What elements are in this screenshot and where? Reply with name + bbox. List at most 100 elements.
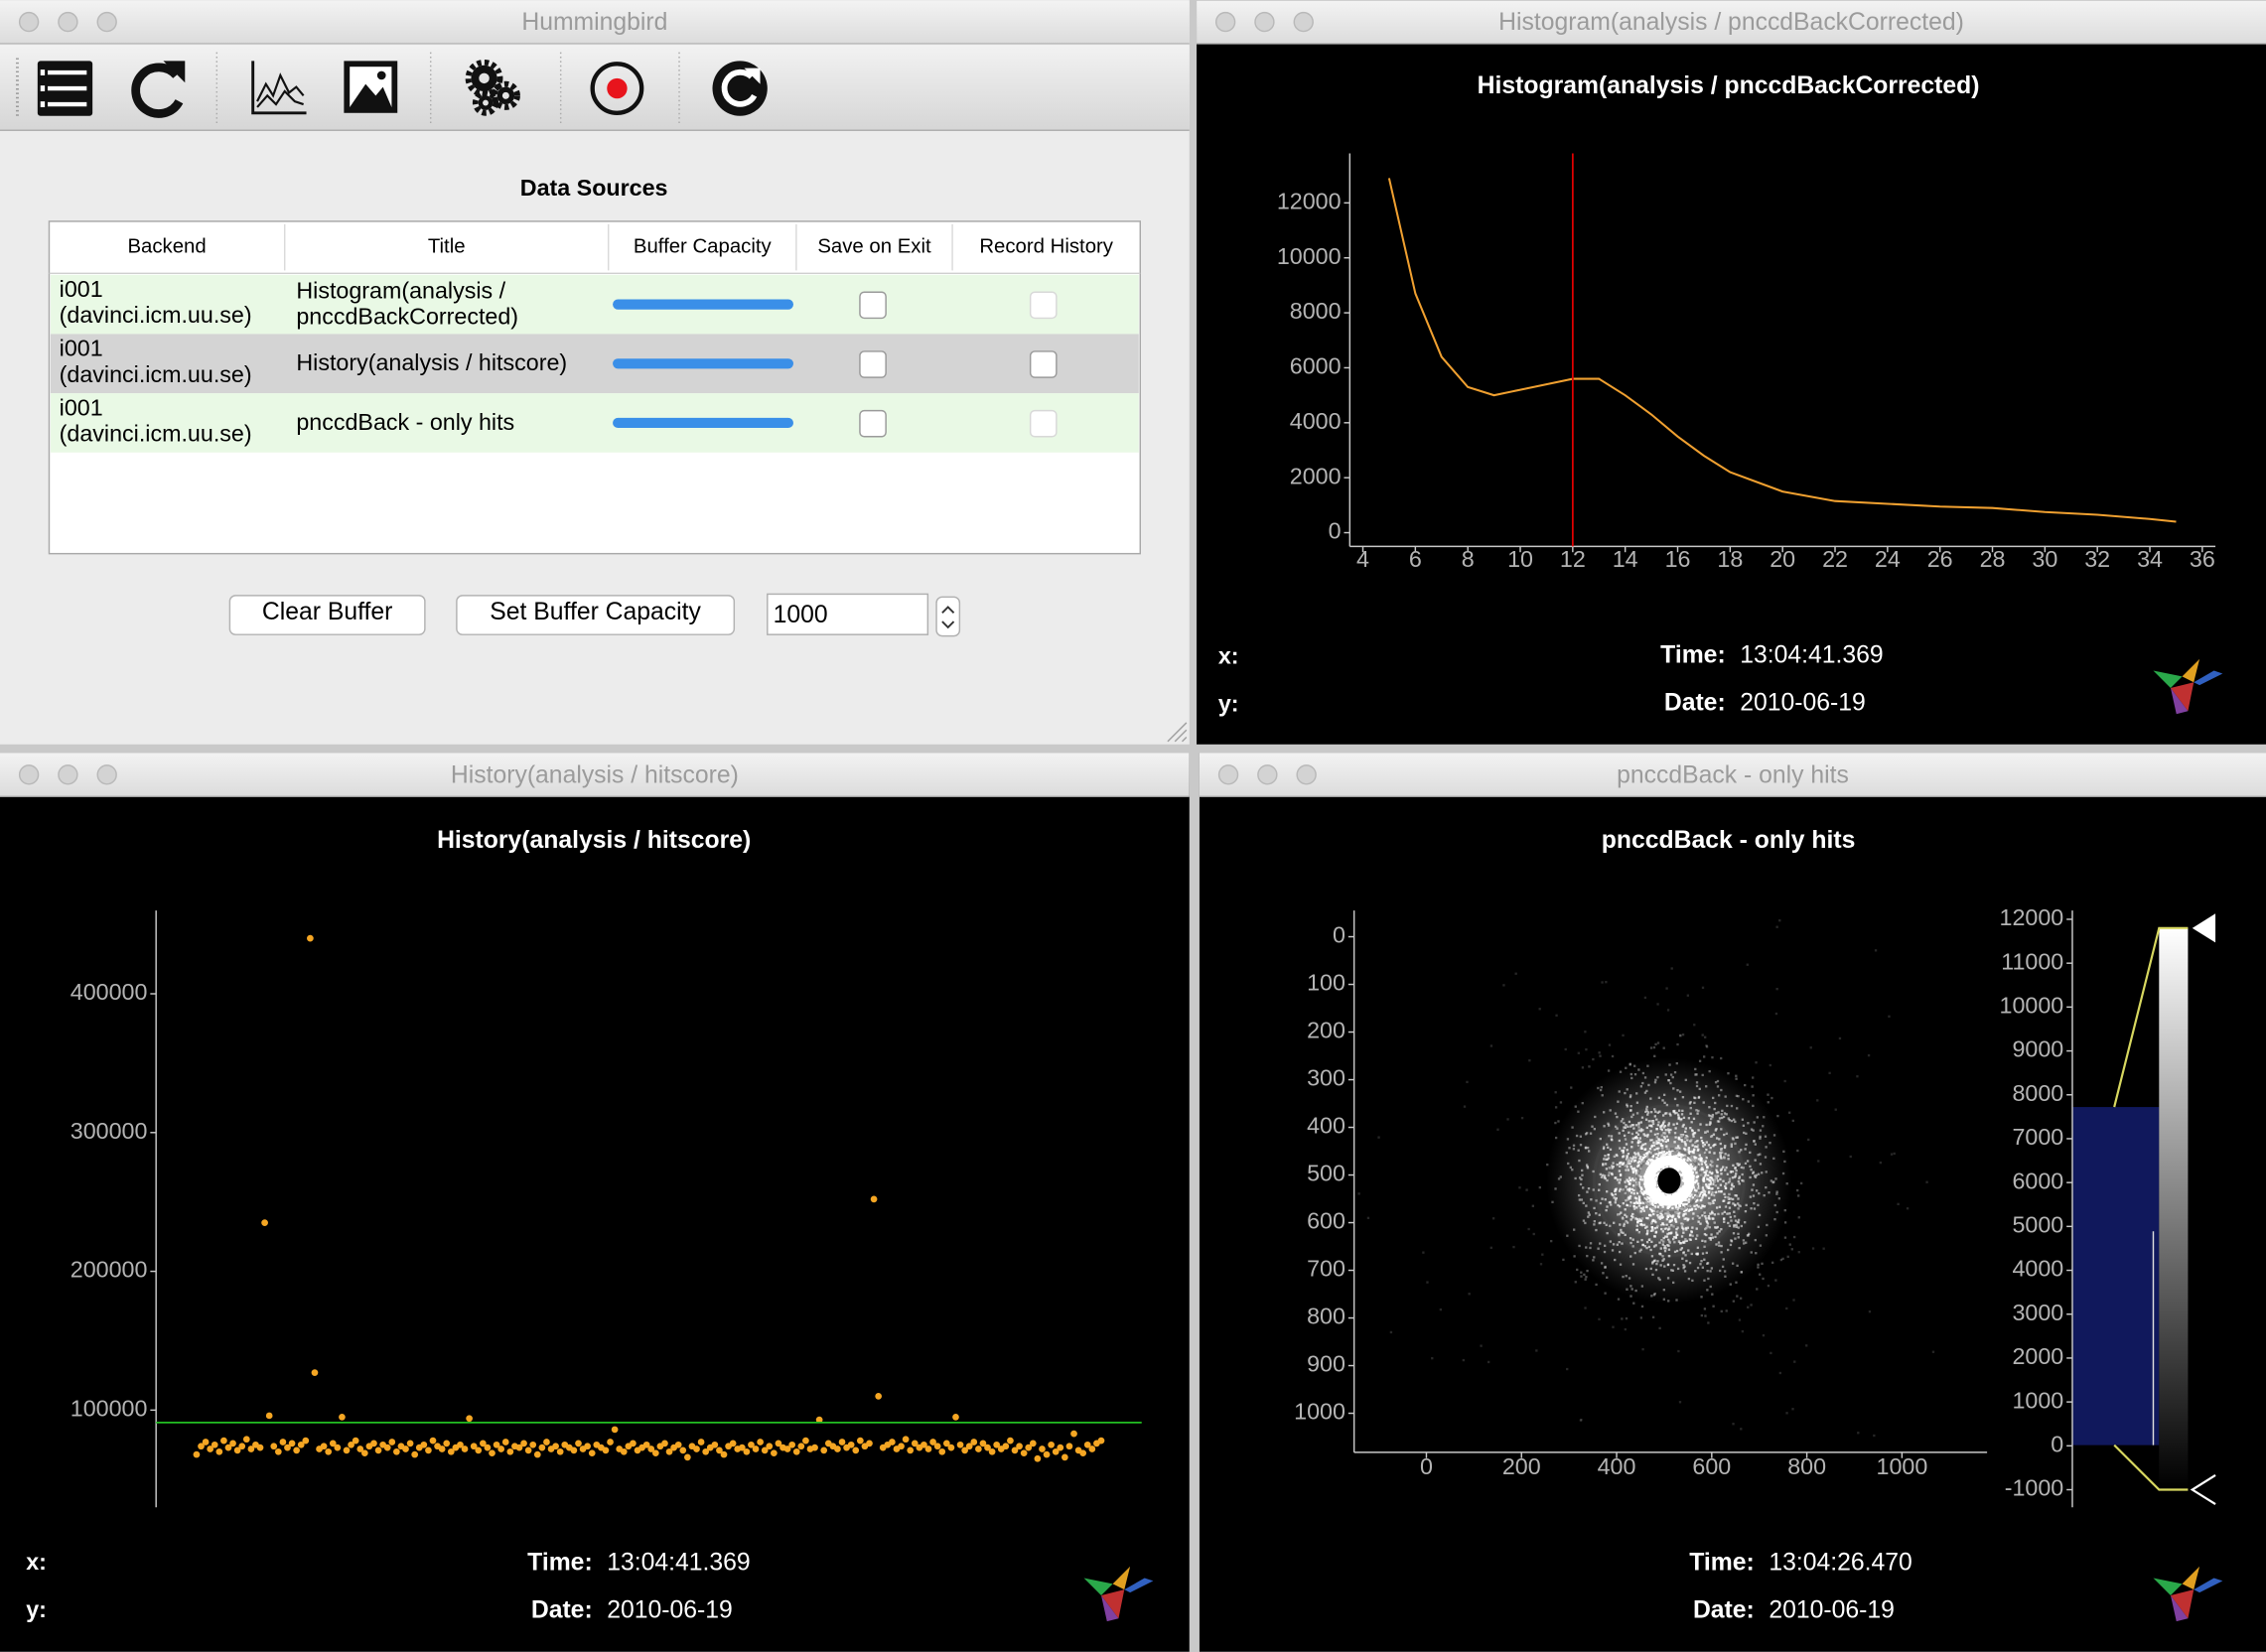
window-button[interactable]	[1214, 11, 1236, 33]
image-pixel	[1665, 1217, 1669, 1221]
window-button[interactable]	[1296, 764, 1317, 785]
image-pixel	[1622, 1231, 1625, 1234]
image-pixel	[1817, 1160, 1820, 1163]
data-point	[838, 1439, 846, 1446]
icon-record[interactable]	[590, 62, 644, 115]
image-pixel	[1662, 1046, 1665, 1049]
image-pixel	[1640, 1159, 1643, 1162]
image-pixel	[1778, 919, 1781, 922]
image-pixel	[1573, 1255, 1576, 1258]
x-tick-label: 400	[1598, 1453, 1636, 1479]
image-pixel	[1689, 1163, 1692, 1167]
window-title: pnccdBack - only hits	[1617, 761, 1849, 788]
image-pixel	[1598, 1317, 1601, 1321]
checkbox-save-on-exit[interactable]	[859, 291, 887, 320]
image-pixel	[1627, 1179, 1629, 1183]
image-pixel	[1652, 1212, 1655, 1216]
image-pixel	[1577, 1110, 1580, 1113]
y-tick-label: 700	[1307, 1256, 1345, 1282]
data-point	[752, 1446, 760, 1452]
image-pixel	[1724, 1205, 1728, 1208]
image-pixel	[1697, 1095, 1701, 1099]
window-button[interactable]	[58, 764, 78, 785]
image-pixel	[1735, 1172, 1738, 1175]
table-row[interactable]	[50, 334, 1139, 394]
image-pixel	[1639, 1248, 1642, 1252]
image-pixel	[1634, 1217, 1637, 1220]
table-row[interactable]	[50, 393, 1139, 453]
image-pixel	[1630, 1214, 1633, 1218]
icon-line-plot[interactable]	[251, 61, 307, 115]
image-pixel	[1745, 1241, 1748, 1244]
image-pixel	[1657, 1189, 1660, 1193]
image-pixel	[1706, 1166, 1709, 1169]
image-pixel	[1736, 1264, 1739, 1268]
image-pixel	[1727, 1181, 1731, 1184]
checkbox-record-history[interactable]	[1029, 350, 1058, 378]
window-button[interactable]	[1217, 764, 1239, 785]
image-pixel	[1775, 925, 1778, 928]
image-pixel	[1578, 1159, 1581, 1163]
image-pixel	[1705, 1184, 1708, 1187]
window-button[interactable]	[1257, 764, 1278, 785]
icon-data-sources[interactable]	[37, 61, 93, 116]
image-pixel	[1711, 1199, 1714, 1202]
window-button[interactable]	[96, 11, 117, 33]
image-pixel	[1654, 1078, 1657, 1082]
checkbox-save-on-exit[interactable]	[859, 350, 887, 378]
time-value: 13:04:26.470	[1769, 1549, 1912, 1576]
image-pixel	[1629, 1191, 1633, 1194]
image-pixel	[1707, 1185, 1710, 1188]
image-pixel	[1586, 1167, 1590, 1170]
image-pixel	[1684, 1148, 1687, 1152]
window-button[interactable]	[1293, 11, 1314, 33]
capacity-spinner[interactable]	[935, 596, 961, 637]
icon-settings[interactable]	[465, 59, 520, 116]
icon-image-plot[interactable]	[344, 61, 398, 113]
image-pixel	[1602, 1163, 1605, 1166]
image-pixel	[1756, 1116, 1760, 1119]
image-pixel	[1726, 1172, 1730, 1175]
image-pixel	[1664, 1247, 1667, 1250]
data-point	[383, 1444, 391, 1451]
image-pixel	[1664, 1073, 1667, 1076]
data-point	[538, 1444, 546, 1451]
image-pixel	[1659, 1203, 1662, 1206]
icon-reload[interactable]	[131, 61, 186, 118]
image-pixel	[1585, 1246, 1588, 1249]
window-button[interactable]	[18, 11, 40, 33]
data-point	[1043, 1450, 1051, 1458]
image-pixel	[1706, 1289, 1709, 1292]
image-pixel	[1600, 1175, 1604, 1178]
table-row[interactable]	[50, 274, 1139, 335]
image-pixel	[1656, 1003, 1659, 1006]
window-button[interactable]	[1254, 11, 1275, 33]
capacity-input[interactable]	[767, 593, 929, 635]
image-pixel	[1682, 1202, 1685, 1206]
image-pixel	[1775, 1192, 1778, 1195]
image-pixel	[1834, 1108, 1837, 1111]
image-pixel	[1625, 1316, 1629, 1320]
checkbox-save-on-exit[interactable]	[859, 409, 887, 438]
image-pixel	[1796, 1188, 1799, 1192]
data-point	[1057, 1444, 1064, 1451]
image-pixel	[1707, 1277, 1710, 1281]
image-pixel	[1693, 1156, 1697, 1160]
window-button[interactable]	[58, 11, 78, 33]
image-pixel	[1796, 1149, 1799, 1153]
image-pixel	[1774, 1012, 1778, 1016]
image-pixel	[1660, 1227, 1663, 1231]
level-handle[interactable]	[2192, 913, 2216, 943]
button[interactable]	[456, 595, 736, 635]
button[interactable]	[228, 595, 426, 635]
image-pixel	[1645, 1198, 1648, 1201]
image-pixel	[1607, 1122, 1610, 1125]
window-button[interactable]	[96, 764, 117, 785]
image-pixel	[1622, 1151, 1625, 1155]
icon-restart[interactable]	[712, 61, 768, 116]
image-pixel	[1597, 1086, 1600, 1090]
image-pixel	[1693, 1024, 1696, 1027]
window-button[interactable]	[18, 764, 40, 785]
image-pixel	[1724, 1195, 1727, 1199]
level-handle[interactable]	[2190, 1474, 2216, 1505]
